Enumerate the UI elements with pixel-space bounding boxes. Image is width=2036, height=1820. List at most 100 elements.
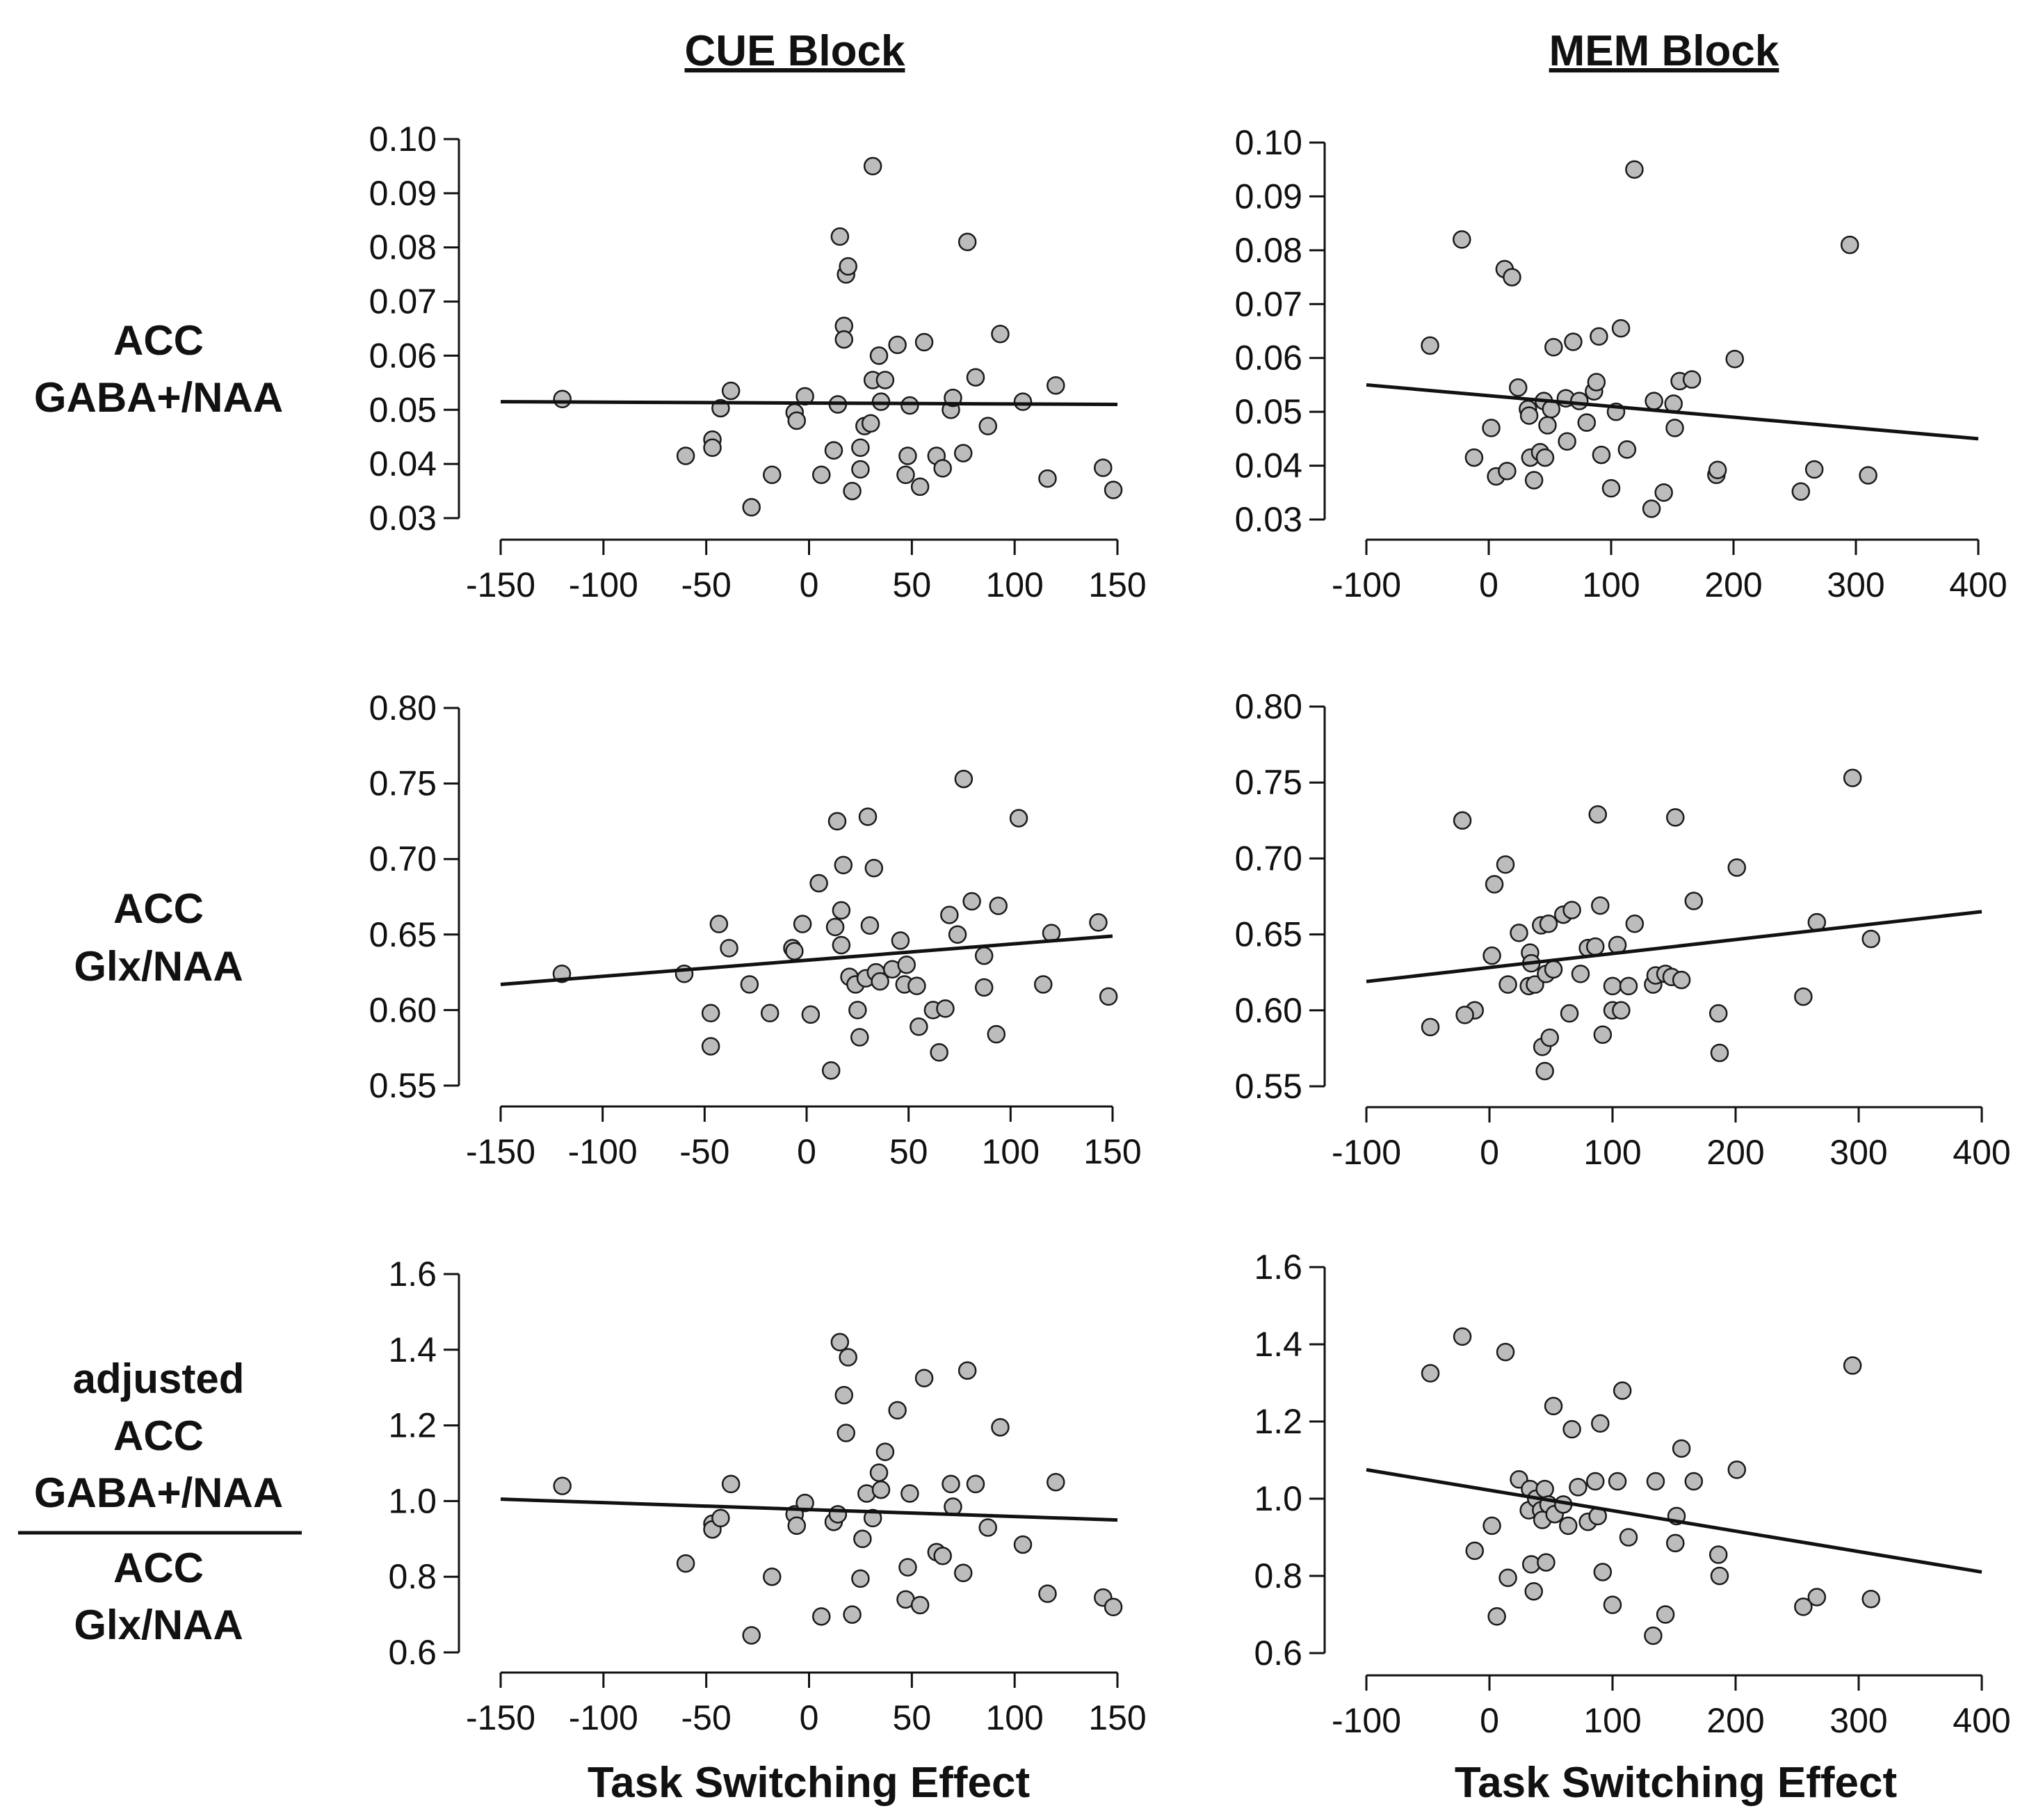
scatter-point (875, 371, 895, 389)
scatter-point (801, 1005, 821, 1024)
scatter-point (1571, 965, 1590, 983)
scatter-point (1656, 1605, 1675, 1624)
scatter-point (1666, 1533, 1685, 1553)
y-tick-label: 1.0 (1254, 1479, 1302, 1518)
scatter-point (830, 1332, 850, 1352)
x-tick-label: 150 (1083, 1132, 1141, 1171)
scatter-point (869, 346, 889, 365)
y-tick-label: 0.75 (369, 764, 437, 803)
scatter-point (1684, 1472, 1704, 1491)
y-tick-label: 0.70 (1235, 839, 1302, 878)
scatter-point (676, 1554, 695, 1573)
panel-mem-glx: 0.55 0.60 0.65 0.70 0.75 0.80 -100 0 100 200 300 40… (1235, 687, 2011, 1172)
scatter-point (1560, 1004, 1579, 1023)
scatter-point (1569, 1478, 1587, 1497)
scatter-point (832, 935, 851, 955)
regression-line (500, 400, 1118, 406)
x-tick-label: 200 (1706, 1133, 1764, 1172)
x-tick-label: 100 (1582, 565, 1640, 604)
x-tick-label: 150 (1088, 1698, 1146, 1737)
scatter-point (809, 873, 828, 893)
scatter-point (954, 1563, 973, 1583)
scatter-point (1617, 440, 1637, 459)
scatter-point (839, 1348, 857, 1367)
scatter-point (834, 1385, 854, 1405)
scatter-point (1498, 462, 1517, 481)
scatter-point (888, 335, 907, 355)
scatter-point (1421, 1017, 1440, 1037)
y-tick-label: 0.09 (1235, 177, 1302, 216)
scatter-point (1524, 471, 1544, 490)
scatter-point (1535, 1061, 1554, 1081)
scatter-point (1485, 875, 1504, 894)
scatter-point (1710, 1566, 1729, 1586)
scatter-point (821, 1061, 841, 1080)
x-tick-label: -100 (1332, 565, 1401, 604)
x-tick-label: 100 (985, 1698, 1043, 1737)
scatter-point (1625, 915, 1645, 933)
scatter-point (1498, 1568, 1517, 1588)
scatter-point (701, 1004, 720, 1022)
y-tick-label: 0.09 (369, 174, 437, 213)
y-tick-label: 0.08 (1235, 231, 1302, 270)
y-tick-label: 0.60 (369, 990, 437, 1029)
x-tick-label: 400 (1953, 1701, 2010, 1740)
x-tick-label: 100 (1583, 1133, 1641, 1172)
scatter-point (1013, 1535, 1033, 1554)
scatter-point (1482, 1516, 1501, 1536)
scatter-point (978, 1518, 997, 1537)
scatter-point (553, 1476, 572, 1495)
x-tick-label: -100 (1332, 1133, 1401, 1172)
col-title-mem: MEM Block (1549, 27, 1779, 75)
scatter-point (991, 1418, 1010, 1437)
x-tick-label: 100 (982, 1132, 1040, 1171)
y-tick-label: 0.06 (369, 336, 437, 375)
scatter-point (1642, 499, 1661, 518)
scatter-point (1608, 1472, 1627, 1491)
scatter-point (1619, 976, 1638, 996)
scatter-point (1682, 370, 1702, 389)
scatter-point (1601, 478, 1621, 498)
scatter-point (1791, 482, 1811, 501)
scatter-point (851, 438, 870, 458)
ratio-label-den-line2: Glx/NAA (74, 1602, 243, 1648)
scatter-point (1038, 469, 1057, 488)
scatter-point (1843, 768, 1862, 787)
scatter-point (1585, 1472, 1605, 1491)
panel-mem-ratio: 0.6 0.8 1.0 1.2 1.4 1.6 -100 0 100 200 300 400 (1254, 1248, 2010, 1740)
x-tick-label: -150 (466, 1698, 535, 1737)
col-title-cue: CUE Block (685, 27, 905, 75)
x-tick-label: 200 (1706, 1701, 1764, 1740)
scatter-point (1590, 327, 1608, 346)
scatter-point (742, 498, 761, 517)
scatter-point (785, 942, 804, 960)
scatter-point (1619, 1528, 1638, 1547)
scatter-point (763, 465, 782, 484)
panels-group: 0.03 0.04 0.05 0.06 0.07 0.08 0.09 0.10 -150 -100… (369, 120, 2011, 1740)
scatter-point (1558, 432, 1576, 451)
scatter-point (1725, 350, 1745, 369)
y-tick-label: 1.6 (388, 1255, 437, 1294)
scatter-point (987, 1024, 1006, 1044)
scatter-point (1794, 987, 1813, 1006)
scatter-point (1727, 1460, 1747, 1479)
x-tick-label: 300 (1829, 1133, 1887, 1172)
scatter-point (1859, 466, 1877, 485)
scatter-point (1034, 975, 1053, 994)
x-tick-label: 50 (889, 1132, 928, 1171)
scatter-point (875, 1442, 895, 1461)
scatter-point (1453, 1327, 1472, 1346)
scatter-point (1503, 268, 1521, 287)
scatter-point (1510, 924, 1528, 942)
scatter-point (888, 1401, 907, 1420)
scatter-point (721, 381, 741, 401)
y-tick-label: 0.10 (369, 120, 437, 159)
y-tick-label: 0.65 (369, 915, 437, 954)
row-label-glx-line1: ACC (113, 885, 204, 932)
x-tick-label: 400 (1949, 565, 2007, 604)
y-tick-label: 0.65 (1235, 915, 1302, 954)
scatter-point (974, 946, 994, 965)
scatter-point (1453, 811, 1472, 830)
x-tick-label: -50 (681, 1698, 732, 1737)
scatter-point (1611, 319, 1631, 338)
